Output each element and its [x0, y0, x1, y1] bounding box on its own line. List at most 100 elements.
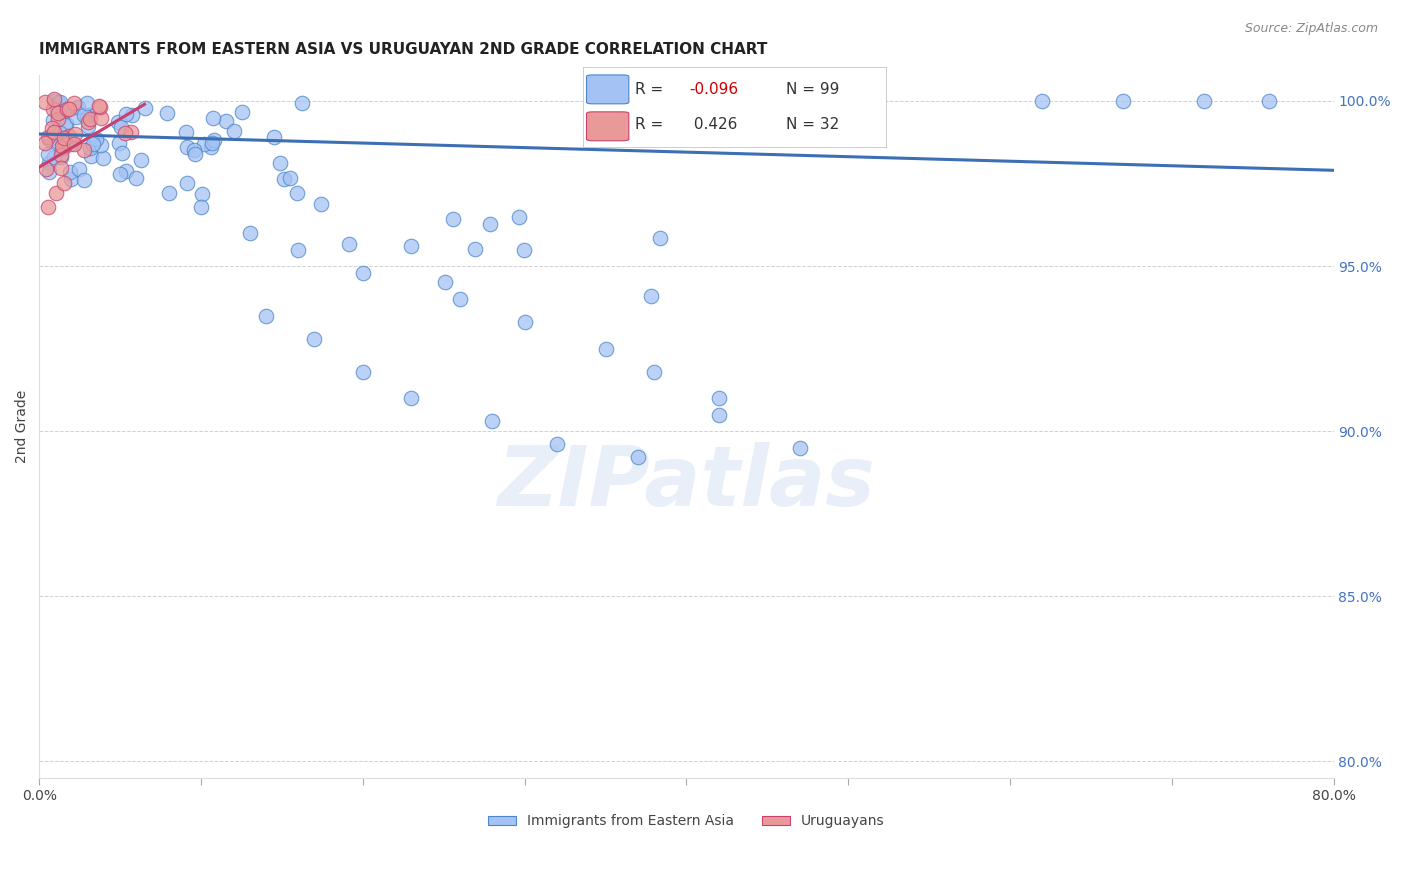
Point — [73, 143, 96, 157]
Point — [433, 275, 456, 289]
Point — [53, 118, 76, 132]
Point — [89, 100, 111, 114]
Point — [508, 211, 530, 225]
Point — [110, 120, 132, 134]
Point — [640, 289, 662, 303]
Text: N = 32: N = 32 — [786, 117, 839, 132]
Point — [48, 126, 70, 140]
Point — [42, 92, 65, 106]
Point — [183, 147, 205, 161]
Point — [1112, 94, 1135, 108]
Point — [63, 137, 86, 152]
Point — [202, 133, 225, 147]
Point — [84, 131, 107, 145]
Text: R =: R = — [636, 82, 664, 97]
Text: Source: ZipAtlas.com: Source: ZipAtlas.com — [1244, 22, 1378, 36]
Point — [46, 112, 69, 127]
FancyBboxPatch shape — [586, 75, 628, 103]
Point — [53, 103, 76, 118]
Point — [49, 148, 72, 162]
Point — [449, 292, 471, 306]
Point — [837, 94, 859, 108]
Legend: Immigrants from Eastern Asia, Uruguayans: Immigrants from Eastern Asia, Uruguayans — [482, 809, 890, 834]
Point — [42, 102, 65, 116]
Point — [87, 99, 110, 113]
Y-axis label: 2nd Grade: 2nd Grade — [15, 390, 30, 463]
Point — [131, 153, 153, 167]
Point — [115, 164, 138, 178]
Point — [51, 141, 73, 155]
Point — [77, 108, 100, 122]
Point — [190, 200, 212, 214]
Point — [48, 106, 70, 120]
Point — [58, 128, 80, 143]
Point — [352, 365, 374, 379]
Point — [441, 211, 464, 226]
Point — [285, 186, 308, 201]
Point — [278, 170, 301, 185]
Point — [643, 365, 665, 379]
Point — [595, 342, 617, 356]
Point — [91, 151, 114, 165]
Text: -0.096: -0.096 — [689, 82, 738, 97]
Point — [67, 162, 90, 177]
Point — [254, 309, 277, 323]
Point — [121, 108, 143, 122]
Point — [65, 110, 87, 124]
Point — [38, 165, 60, 179]
Point — [79, 112, 101, 127]
Point — [42, 94, 65, 108]
Point — [49, 150, 72, 164]
Point — [707, 408, 730, 422]
Point — [46, 95, 69, 109]
Point — [134, 101, 156, 115]
Point — [183, 143, 205, 157]
Point — [401, 391, 423, 405]
Point — [648, 231, 671, 245]
Point — [464, 242, 486, 256]
Text: R =: R = — [636, 117, 664, 132]
Point — [269, 156, 291, 170]
Point — [73, 108, 96, 122]
Point — [193, 136, 215, 151]
Point — [56, 136, 79, 150]
Point — [80, 149, 103, 163]
Point — [108, 136, 131, 150]
Point — [239, 226, 262, 240]
Point — [34, 136, 56, 150]
Point — [52, 177, 75, 191]
Point — [156, 106, 179, 120]
Point — [38, 156, 60, 170]
Point — [76, 95, 98, 110]
Point — [125, 170, 148, 185]
Point — [309, 196, 332, 211]
Point — [627, 450, 650, 465]
Point — [337, 236, 360, 251]
Point — [60, 172, 83, 186]
Text: 0.426: 0.426 — [689, 117, 738, 132]
Point — [1031, 94, 1053, 108]
Point — [215, 114, 238, 128]
Point — [201, 112, 224, 126]
Point — [110, 167, 132, 181]
Point — [707, 391, 730, 405]
Point — [48, 135, 70, 149]
Point — [41, 112, 63, 127]
Text: N = 99: N = 99 — [786, 82, 839, 97]
Point — [44, 150, 66, 164]
Point — [120, 125, 142, 139]
Point — [58, 103, 80, 117]
Point — [1257, 94, 1279, 108]
Point — [176, 176, 198, 190]
Point — [481, 414, 503, 428]
Point — [56, 103, 79, 117]
FancyBboxPatch shape — [586, 112, 628, 141]
Point — [37, 147, 59, 161]
Point — [45, 186, 67, 201]
Point — [304, 332, 326, 346]
Point — [79, 141, 101, 155]
Point — [231, 105, 253, 120]
Point — [157, 186, 180, 201]
Point — [479, 218, 502, 232]
Point — [513, 315, 536, 329]
